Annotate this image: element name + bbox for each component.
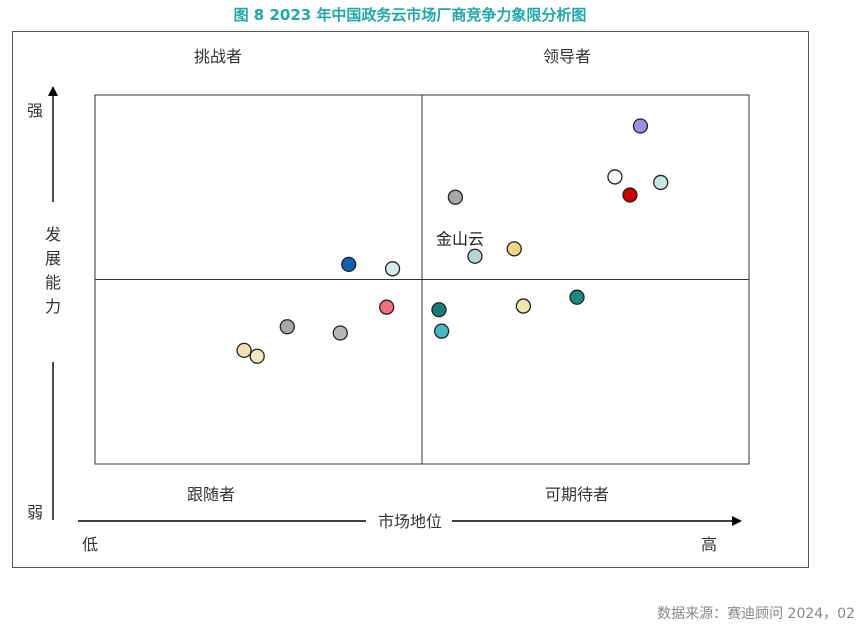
data-point — [379, 299, 395, 315]
data-point — [279, 319, 295, 335]
x-axis-low-label: 低 — [82, 535, 98, 554]
data-point — [433, 323, 450, 339]
quadrant-label-followers: 跟随者 — [187, 485, 235, 504]
data-point — [632, 118, 649, 134]
data-point — [236, 342, 252, 358]
quadrant-label-challengers: 挑战者 — [194, 47, 242, 66]
data-point — [506, 241, 522, 257]
y-axis-label-char: 能 — [45, 273, 61, 292]
data-point — [249, 348, 265, 364]
data-point-label: 金山云 — [436, 229, 484, 248]
data-point — [569, 289, 585, 305]
data-point — [607, 169, 623, 185]
data-points: 金山云 — [236, 118, 669, 364]
quadrant-label-leaders: 领导者 — [543, 47, 591, 66]
y-axis-label-char: 发 — [45, 225, 61, 244]
x-axis-high-label: 高 — [701, 535, 717, 554]
data-point — [515, 298, 532, 314]
y-axis-label-char: 力 — [45, 297, 61, 316]
data-point — [447, 189, 464, 205]
data-point — [431, 302, 447, 318]
chart-frame — [12, 31, 809, 568]
y-axis-high-label: 强 — [27, 101, 43, 120]
data-point — [384, 261, 401, 277]
source-note: 数据来源：赛迪顾问 2024，02 — [657, 606, 855, 622]
quadrant-label-prospects: 可期待者 — [545, 485, 609, 504]
y-axis-low-label: 弱 — [27, 503, 43, 522]
chart-title: 图 8 2023 年中国政务云市场厂商竞争力象限分析图 — [233, 6, 587, 24]
x-axis-label: 市场地位 — [378, 512, 442, 531]
data-point — [341, 256, 357, 273]
data-point — [622, 187, 638, 203]
data-point — [332, 325, 348, 341]
y-axis-label-char: 展 — [45, 249, 61, 268]
data-point — [653, 174, 669, 191]
data-point — [467, 248, 483, 264]
